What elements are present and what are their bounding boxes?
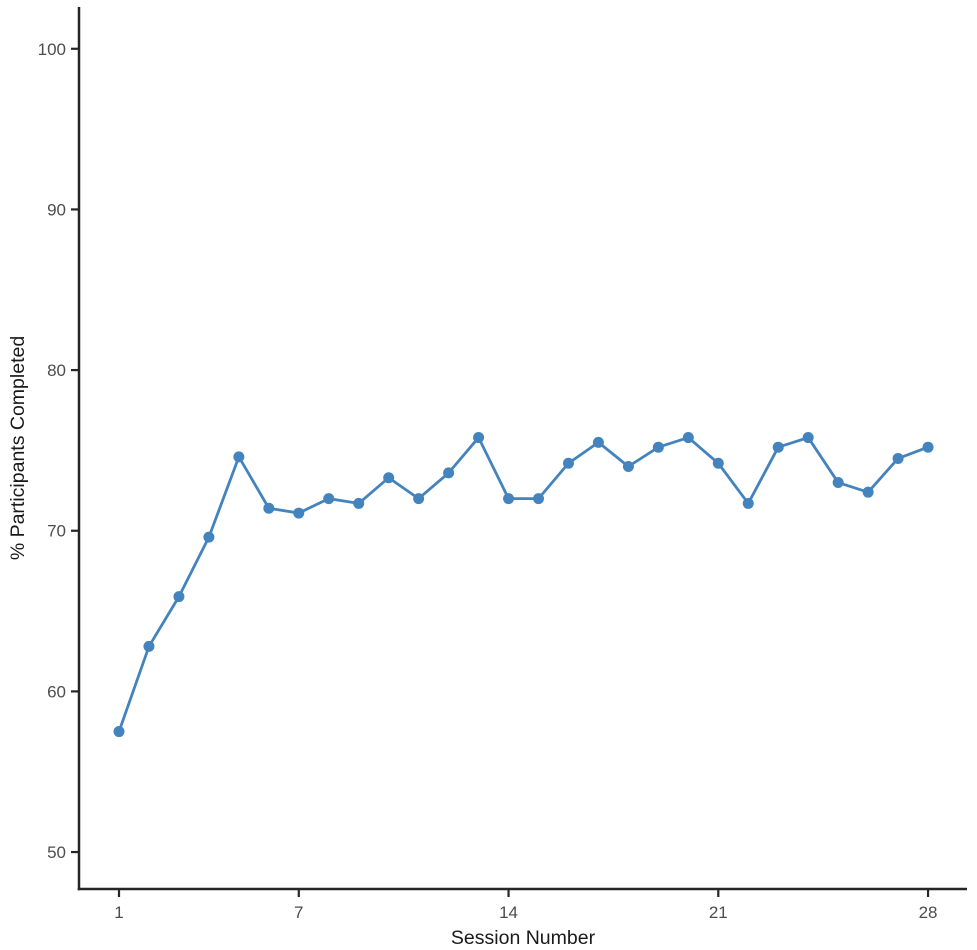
data-point — [233, 451, 245, 463]
y-tick-label: 90 — [47, 200, 66, 219]
x-tick-label: 7 — [294, 903, 303, 922]
data-point — [323, 493, 335, 505]
data-point — [742, 497, 754, 509]
data-line — [117, 436, 930, 733]
x-tick-label: 21 — [709, 903, 728, 922]
y-tick-label: 70 — [47, 522, 66, 541]
data-point — [622, 460, 634, 472]
data-point — [113, 726, 125, 738]
x-tick-label: 1 — [114, 903, 123, 922]
y-axis-title: % Participants Completed — [7, 336, 29, 560]
data-point — [652, 441, 664, 453]
x-axis-title: Session Number — [451, 927, 596, 949]
x-tick-label: 14 — [499, 903, 518, 922]
data-point — [892, 452, 904, 464]
data-point — [383, 472, 395, 484]
data-point — [772, 441, 784, 453]
data-point — [443, 467, 455, 479]
data-points — [113, 432, 934, 738]
data-point — [533, 493, 545, 505]
data-point — [263, 502, 275, 514]
x-axis-ticks: 1 7 14 21 28 — [114, 889, 938, 922]
data-point — [293, 507, 305, 519]
data-point — [203, 531, 215, 543]
data-point — [922, 441, 934, 453]
data-point — [682, 432, 694, 444]
data-point — [353, 497, 365, 509]
data-point — [802, 432, 814, 444]
data-point — [503, 493, 515, 505]
data-point — [413, 493, 425, 505]
data-point — [473, 432, 485, 444]
y-tick-label: 50 — [47, 843, 66, 862]
y-axis-ticks: 50 60 70 80 90 100 — [38, 40, 79, 862]
data-point — [562, 457, 574, 469]
y-tick-label: 80 — [47, 361, 66, 380]
y-tick-label: 60 — [47, 682, 66, 701]
data-point — [173, 591, 185, 603]
y-tick-label: 100 — [38, 40, 66, 59]
x-tick-label: 28 — [919, 903, 938, 922]
data-point — [832, 477, 844, 489]
data-point — [862, 486, 874, 498]
data-point — [712, 457, 724, 469]
data-point — [592, 436, 604, 448]
data-point — [143, 640, 155, 652]
